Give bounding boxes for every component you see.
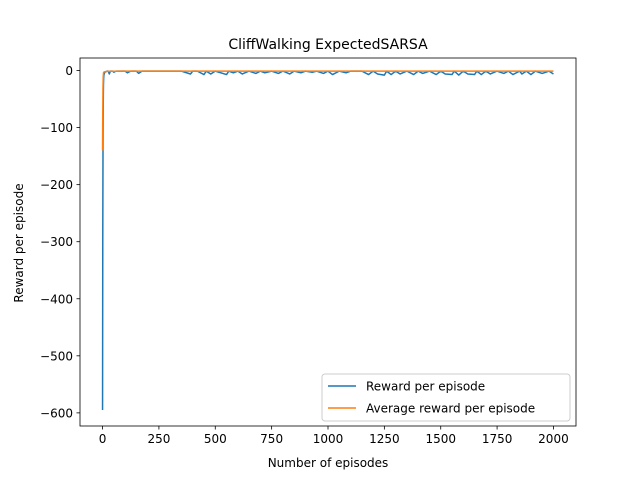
y-tick-label: −300 [40, 235, 73, 249]
y-tick-label: −400 [40, 292, 73, 306]
x-tick-label: 0 [99, 432, 107, 446]
x-tick-label: 1000 [313, 432, 344, 446]
legend-entry-1: Average reward per episode [366, 402, 535, 416]
y-tick-label: −100 [40, 121, 73, 135]
axes: 0 250 500 750 1000 1250 1500 1750 2000 0 −100 −200 −… [40, 57, 577, 446]
y-tick-label: −600 [40, 406, 73, 420]
chart-title: CliffWalking ExpectedSARSA [228, 37, 428, 53]
x-tick-label: 1500 [425, 432, 456, 446]
x-tick-label: 250 [147, 432, 170, 446]
legend-box [321, 373, 571, 422]
legend: Reward per episode Average reward per epi… [321, 373, 571, 422]
x-tick-label: 1750 [482, 432, 513, 446]
x-tick-label: 1250 [369, 432, 400, 446]
series-line-1 [101, 70, 554, 151]
legend-entry-0: Reward per episode [366, 380, 485, 394]
y-tick-label: −200 [40, 178, 73, 192]
y-tick-label: −500 [40, 349, 73, 363]
x-tick-label: 500 [204, 432, 227, 446]
plot-area [101, 70, 554, 411]
x-tick-label: 750 [260, 432, 283, 446]
x-tick-label: 2000 [538, 432, 569, 446]
x-axis-label: Number of episodes [268, 456, 389, 470]
y-tick-label: 0 [65, 64, 73, 78]
y-axis-label: Reward per episode [12, 183, 26, 302]
